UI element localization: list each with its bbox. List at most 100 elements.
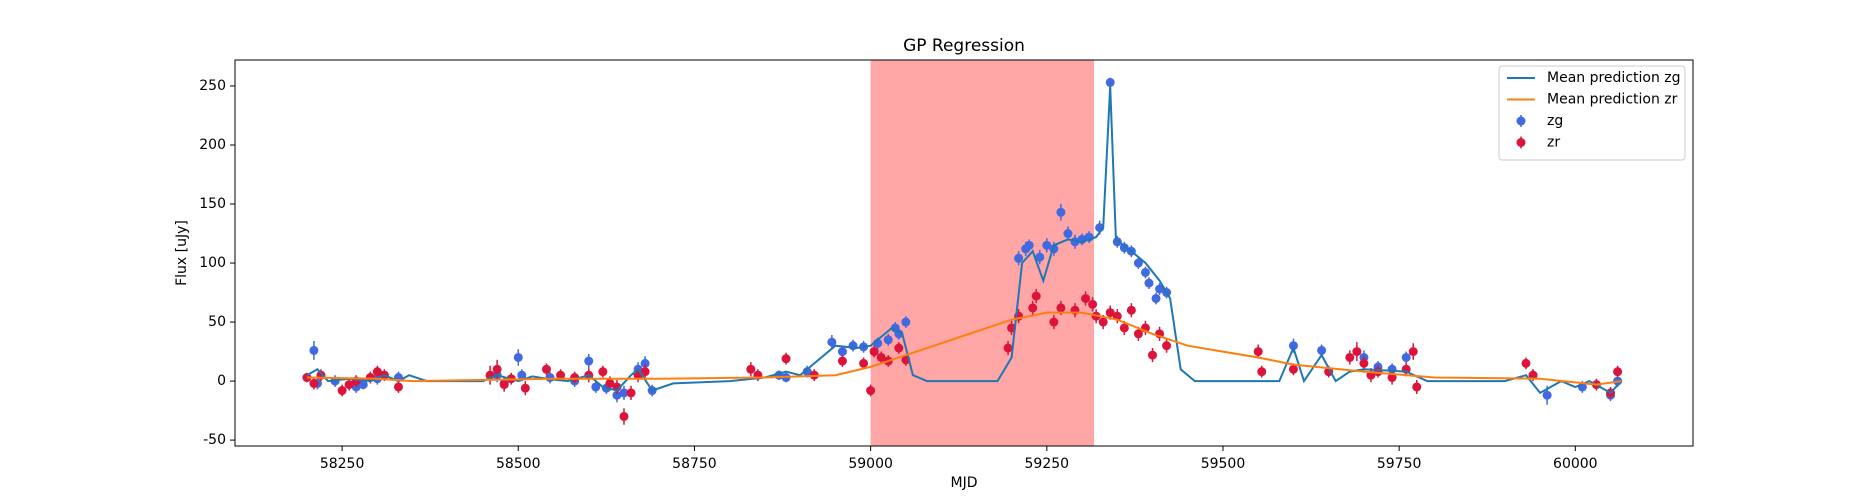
- data-point: [1063, 229, 1073, 239]
- data-point: [1387, 373, 1397, 383]
- x-tick-label: 59000: [848, 456, 893, 472]
- data-point: [358, 380, 368, 390]
- axes-frame: [234, 59, 1694, 447]
- data-point: [640, 367, 650, 377]
- data-point: [309, 378, 319, 388]
- data-point: [640, 358, 650, 368]
- data-point: [1024, 240, 1034, 250]
- data-point: [1253, 347, 1263, 357]
- legend-label: Mean prediction zr: [1547, 92, 1678, 108]
- data-point: [556, 370, 566, 380]
- data-point: [1119, 243, 1129, 253]
- data-point: [344, 380, 354, 390]
- data-point: [869, 347, 879, 357]
- data-point: [1542, 390, 1552, 400]
- data-point: [1042, 240, 1052, 250]
- y-tick-label: 100: [199, 255, 226, 271]
- data-point: [372, 367, 382, 377]
- data-point: [1098, 317, 1108, 327]
- data-point: [1352, 347, 1362, 357]
- data-point: [1056, 207, 1066, 217]
- legend-swatch: [1516, 116, 1526, 126]
- x-tick-label: 59250: [1025, 456, 1070, 472]
- data-point: [584, 356, 594, 366]
- y-tick-label: 150: [199, 196, 226, 212]
- data-point: [1105, 77, 1115, 87]
- data-point: [1257, 367, 1267, 377]
- data-point: [1288, 364, 1298, 374]
- data-point: [393, 382, 403, 392]
- data-point: [605, 378, 615, 388]
- data-point: [1521, 358, 1531, 368]
- data-point: [591, 382, 601, 392]
- data-point: [1081, 293, 1091, 303]
- y-tick-label: 200: [199, 137, 226, 153]
- data-point: [837, 347, 847, 357]
- data-point: [1056, 303, 1066, 313]
- data-point: [894, 343, 904, 353]
- data-point: [1613, 367, 1623, 377]
- data-point: [1014, 253, 1024, 263]
- data-point: [1359, 358, 1369, 368]
- y-axis-label: Flux [uJy]: [174, 220, 190, 286]
- x-axis-label: MJD: [951, 475, 978, 491]
- data-point: [612, 390, 622, 400]
- data-point: [802, 367, 812, 377]
- data-point: [1003, 343, 1013, 353]
- data-point: [1049, 317, 1059, 327]
- shaded-span: [870, 60, 1095, 446]
- data-point: [1401, 352, 1411, 362]
- x-tick-label: 59500: [1201, 456, 1246, 472]
- data-point: [1126, 305, 1136, 315]
- data-point: [619, 388, 629, 398]
- x-tick-label: 58250: [320, 456, 365, 472]
- series-layer: [302, 77, 1623, 425]
- data-point: [1035, 252, 1045, 262]
- data-point: [517, 370, 527, 380]
- data-point: [1148, 350, 1158, 360]
- data-point: [619, 411, 629, 421]
- chart-title: GP Regression: [903, 36, 1025, 56]
- data-point: [626, 388, 636, 398]
- data-point: [1088, 299, 1098, 309]
- y-tick-label: 0: [217, 373, 226, 389]
- data-point: [883, 335, 893, 345]
- y-tick-label: -50: [203, 432, 226, 448]
- data-point: [520, 383, 530, 393]
- data-point: [1105, 308, 1115, 318]
- x-tick-label: 59750: [1377, 456, 1422, 472]
- x-tick-label: 58500: [496, 456, 541, 472]
- data-point: [513, 352, 523, 362]
- data-point: [1151, 293, 1161, 303]
- data-point: [827, 337, 837, 347]
- data-point: [598, 367, 608, 377]
- data-point: [302, 373, 312, 383]
- data-point: [1408, 347, 1418, 357]
- x-tick-label: 60000: [1553, 456, 1598, 472]
- data-point: [781, 354, 791, 364]
- data-point: [492, 364, 502, 374]
- data-point: [541, 364, 551, 374]
- data-point: [1345, 352, 1355, 362]
- data-point: [1317, 345, 1327, 355]
- mean-line: [306, 311, 1622, 386]
- legend-swatch: [1516, 138, 1526, 147]
- data-point: [1133, 258, 1143, 268]
- data-point: [337, 386, 347, 396]
- y-tick-label: 50: [208, 314, 226, 330]
- data-point: [859, 358, 869, 368]
- data-point: [1031, 291, 1041, 301]
- y-tick-label: 250: [199, 78, 226, 94]
- data-point: [1162, 341, 1172, 351]
- data-point: [1119, 323, 1129, 333]
- data-point: [746, 364, 756, 374]
- legend: Mean prediction zg Mean prediction zr zg zr: [1498, 65, 1686, 161]
- data-point: [1144, 278, 1154, 288]
- legend-box: [1498, 65, 1686, 161]
- data-point: [1028, 303, 1038, 313]
- data-point: [866, 386, 876, 396]
- data-point: [1140, 267, 1150, 277]
- x-tick-label: 58750: [672, 456, 717, 472]
- legend-label: zg: [1547, 113, 1563, 129]
- data-point: [1412, 382, 1422, 392]
